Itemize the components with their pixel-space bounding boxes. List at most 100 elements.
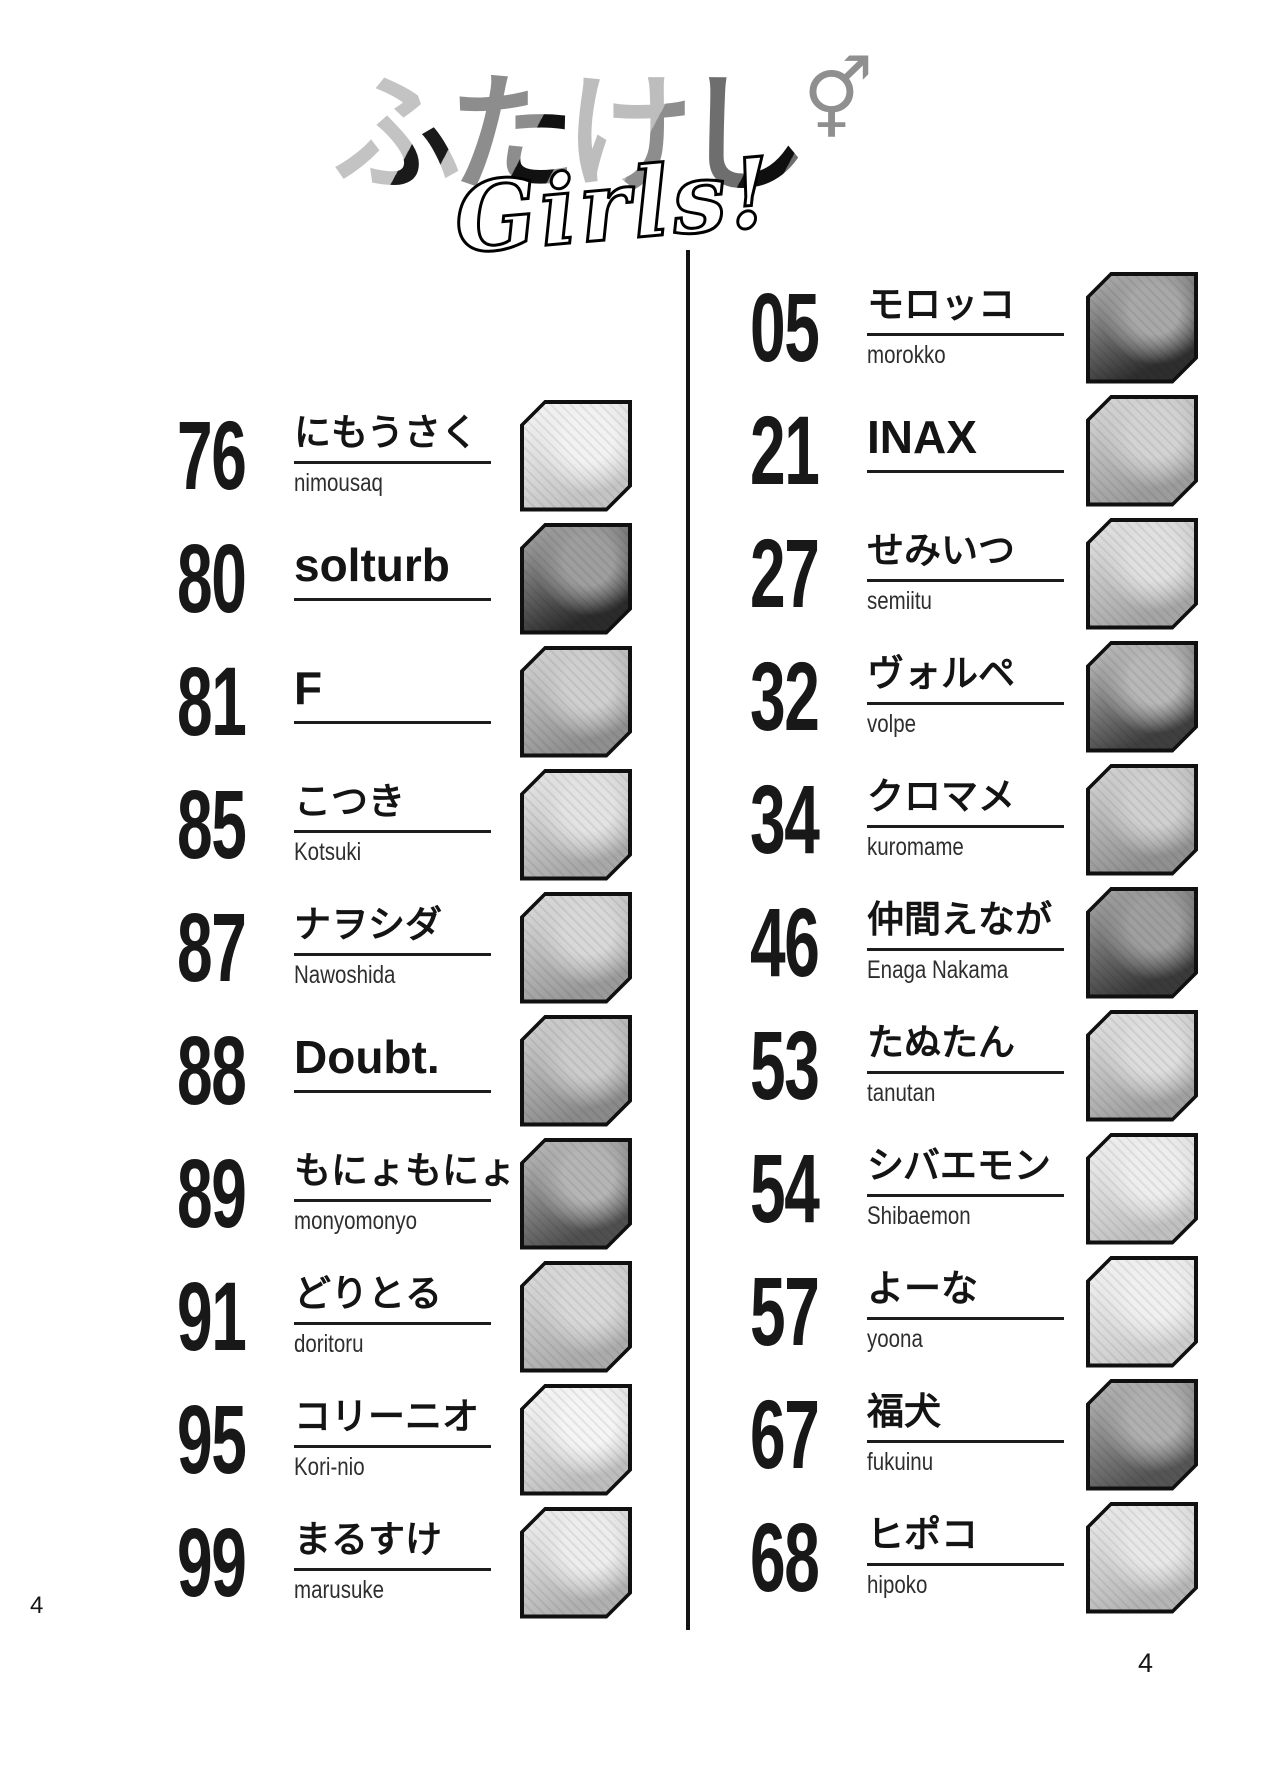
toc-entry: 53 たぬたん tanutan <box>750 1004 1198 1127</box>
toc-entry: 88 Doubt. <box>177 1009 632 1132</box>
logo-subtitle: Girls! <box>449 134 780 277</box>
entry-name-block: どりとる doritoru <box>294 1272 491 1361</box>
toc-entry: 34 クロマメ kuromame <box>750 758 1198 881</box>
entry-page-number: 46 <box>750 888 820 997</box>
entry-artist-name: モロッコ <box>867 282 1015 326</box>
artist-thumbnail <box>520 1015 632 1127</box>
entry-romaji: tanutan <box>867 1079 936 1108</box>
entry-page-number: 68 <box>750 1503 820 1612</box>
entry-page-number: 91 <box>177 1262 247 1371</box>
entry-romaji: fukuinu <box>867 1448 934 1477</box>
toc-entry: 05 モロッコ morokko <box>750 266 1198 389</box>
entry-page-number: 34 <box>750 765 820 874</box>
entry-artist-name: にもうさく <box>294 410 478 454</box>
artist-thumbnail <box>1086 518 1198 630</box>
entry-name-underline <box>867 702 1064 706</box>
entry-romaji: hipoko <box>867 1571 928 1600</box>
entry-artist-name: ヴォルペ <box>867 651 1015 695</box>
entry-romaji: Kotsuki <box>294 838 362 867</box>
entry-name-block: ヒポコ hipoko <box>867 1512 1064 1602</box>
artist-thumbnail <box>1086 272 1198 384</box>
entry-artist-name: 仲間えなが <box>867 897 1052 941</box>
toc-entry: 95 コリーニオ Kori-nio <box>177 1378 632 1501</box>
entry-name-block: たぬたん tanutan <box>867 1021 1064 1110</box>
entry-romaji: marusuke <box>294 1576 385 1605</box>
entry-name-block: クロマメ kuromame <box>867 775 1064 864</box>
entry-name-underline <box>867 333 1064 337</box>
entry-name-block: こつき Kotsuki <box>294 780 491 869</box>
entry-name-underline <box>867 470 1064 474</box>
entry-name-block: もにょもにょ monyomonyo <box>294 1149 516 1238</box>
artist-thumbnail <box>520 769 632 881</box>
entry-romaji: nimousaq <box>294 469 383 498</box>
entry-name-underline <box>867 1071 1064 1075</box>
entry-name-block: ナヲシダ Nawoshida <box>294 902 491 992</box>
entry-name-underline <box>867 1440 1064 1444</box>
toc-entry: 87 ナヲシダ Nawoshida <box>177 886 632 1009</box>
toc-entry: 67 福犬 fukuinu <box>750 1373 1198 1496</box>
logo-char: た <box>448 61 577 210</box>
entry-page-number: 85 <box>177 770 247 879</box>
artist-thumbnail <box>1086 1379 1198 1491</box>
logo-char: け <box>564 61 693 210</box>
artist-thumbnail <box>1086 1502 1198 1614</box>
entry-name-underline <box>294 1568 491 1572</box>
artist-thumbnail <box>520 892 632 1004</box>
entry-romaji: Nawoshida <box>294 961 396 990</box>
entry-name-block: 福犬 fukuinu <box>867 1390 1064 1479</box>
artist-thumbnail <box>1086 1010 1198 1122</box>
toc-entry: 99 まるすけ marusuke <box>177 1501 632 1624</box>
entry-artist-name: ナヲシダ <box>294 902 442 946</box>
entry-page-number: 05 <box>750 273 820 382</box>
artist-thumbnail <box>520 523 632 635</box>
entry-page-number: 54 <box>750 1134 820 1243</box>
artist-thumbnail <box>1086 395 1198 507</box>
entry-name-underline <box>867 825 1064 829</box>
entry-page-number: 32 <box>750 642 820 751</box>
entry-artist-name: コリーニオ <box>294 1394 479 1438</box>
entry-name-underline <box>867 579 1064 583</box>
artist-thumbnail <box>1086 641 1198 753</box>
toc-entry: 76 にもうさく nimousaq <box>177 394 632 517</box>
artist-thumbnail <box>1086 764 1198 876</box>
toc-entry: 85 こつき Kotsuki <box>177 763 632 886</box>
entry-romaji: Shibaemon <box>867 1202 971 1231</box>
entry-romaji: doritoru <box>294 1330 364 1359</box>
toc-entry: 57 よーな yoona <box>750 1250 1198 1373</box>
entry-artist-name: シバエモン <box>867 1143 1051 1187</box>
entry-artist-name: solturb <box>294 538 450 591</box>
entry-romaji <box>867 478 1029 508</box>
toc-entry: 68 ヒポコ hipoko <box>750 1496 1198 1619</box>
entry-name-block: よーな yoona <box>867 1267 1064 1356</box>
toc-entry: 21 INAX <box>750 389 1198 512</box>
entry-page-number: 88 <box>177 1016 247 1125</box>
entry-romaji <box>294 606 456 636</box>
entry-name-block: F <box>294 662 491 760</box>
entry-page-number: 95 <box>177 1385 247 1494</box>
toc-right-column: 05 モロッコ morokko 21 INAX 27 せみいつ semiitu … <box>750 266 1198 1619</box>
entry-romaji: volpe <box>867 710 917 739</box>
entry-name-block: まるすけ marusuke <box>294 1518 491 1607</box>
entry-romaji: Enaga Nakama <box>867 956 1009 985</box>
entry-artist-name: せみいつ <box>867 528 1015 572</box>
entry-name-underline <box>867 948 1064 952</box>
entry-romaji: monyomonyo <box>294 1207 418 1236</box>
toc-entry: 46 仲間えなが Enaga Nakama <box>750 881 1198 1004</box>
gender-symbol-icon: ⚥ <box>802 56 874 146</box>
toc-entry: 32 ヴォルペ volpe <box>750 635 1198 758</box>
entry-artist-name: Doubt. <box>294 1030 440 1083</box>
toc-entry: 91 どりとる doritoru <box>177 1255 632 1378</box>
entry-name-underline <box>867 1563 1064 1567</box>
entry-name-block: シバエモン Shibaemon <box>867 1143 1064 1233</box>
artist-thumbnail <box>520 1138 632 1250</box>
entry-name-underline <box>294 1322 491 1326</box>
entry-name-block: solturb <box>294 539 491 637</box>
logo: ふたけし⚥ Girls! <box>0 0 1280 340</box>
entry-artist-name: ヒポコ <box>867 1512 978 1556</box>
artist-thumbnail <box>520 400 632 512</box>
artist-thumbnail <box>1086 1256 1198 1368</box>
entry-page-number: 80 <box>177 524 247 633</box>
toc-entry: 81 F <box>177 640 632 763</box>
entry-page-number: 57 <box>750 1257 820 1366</box>
entry-name-underline <box>294 830 491 834</box>
